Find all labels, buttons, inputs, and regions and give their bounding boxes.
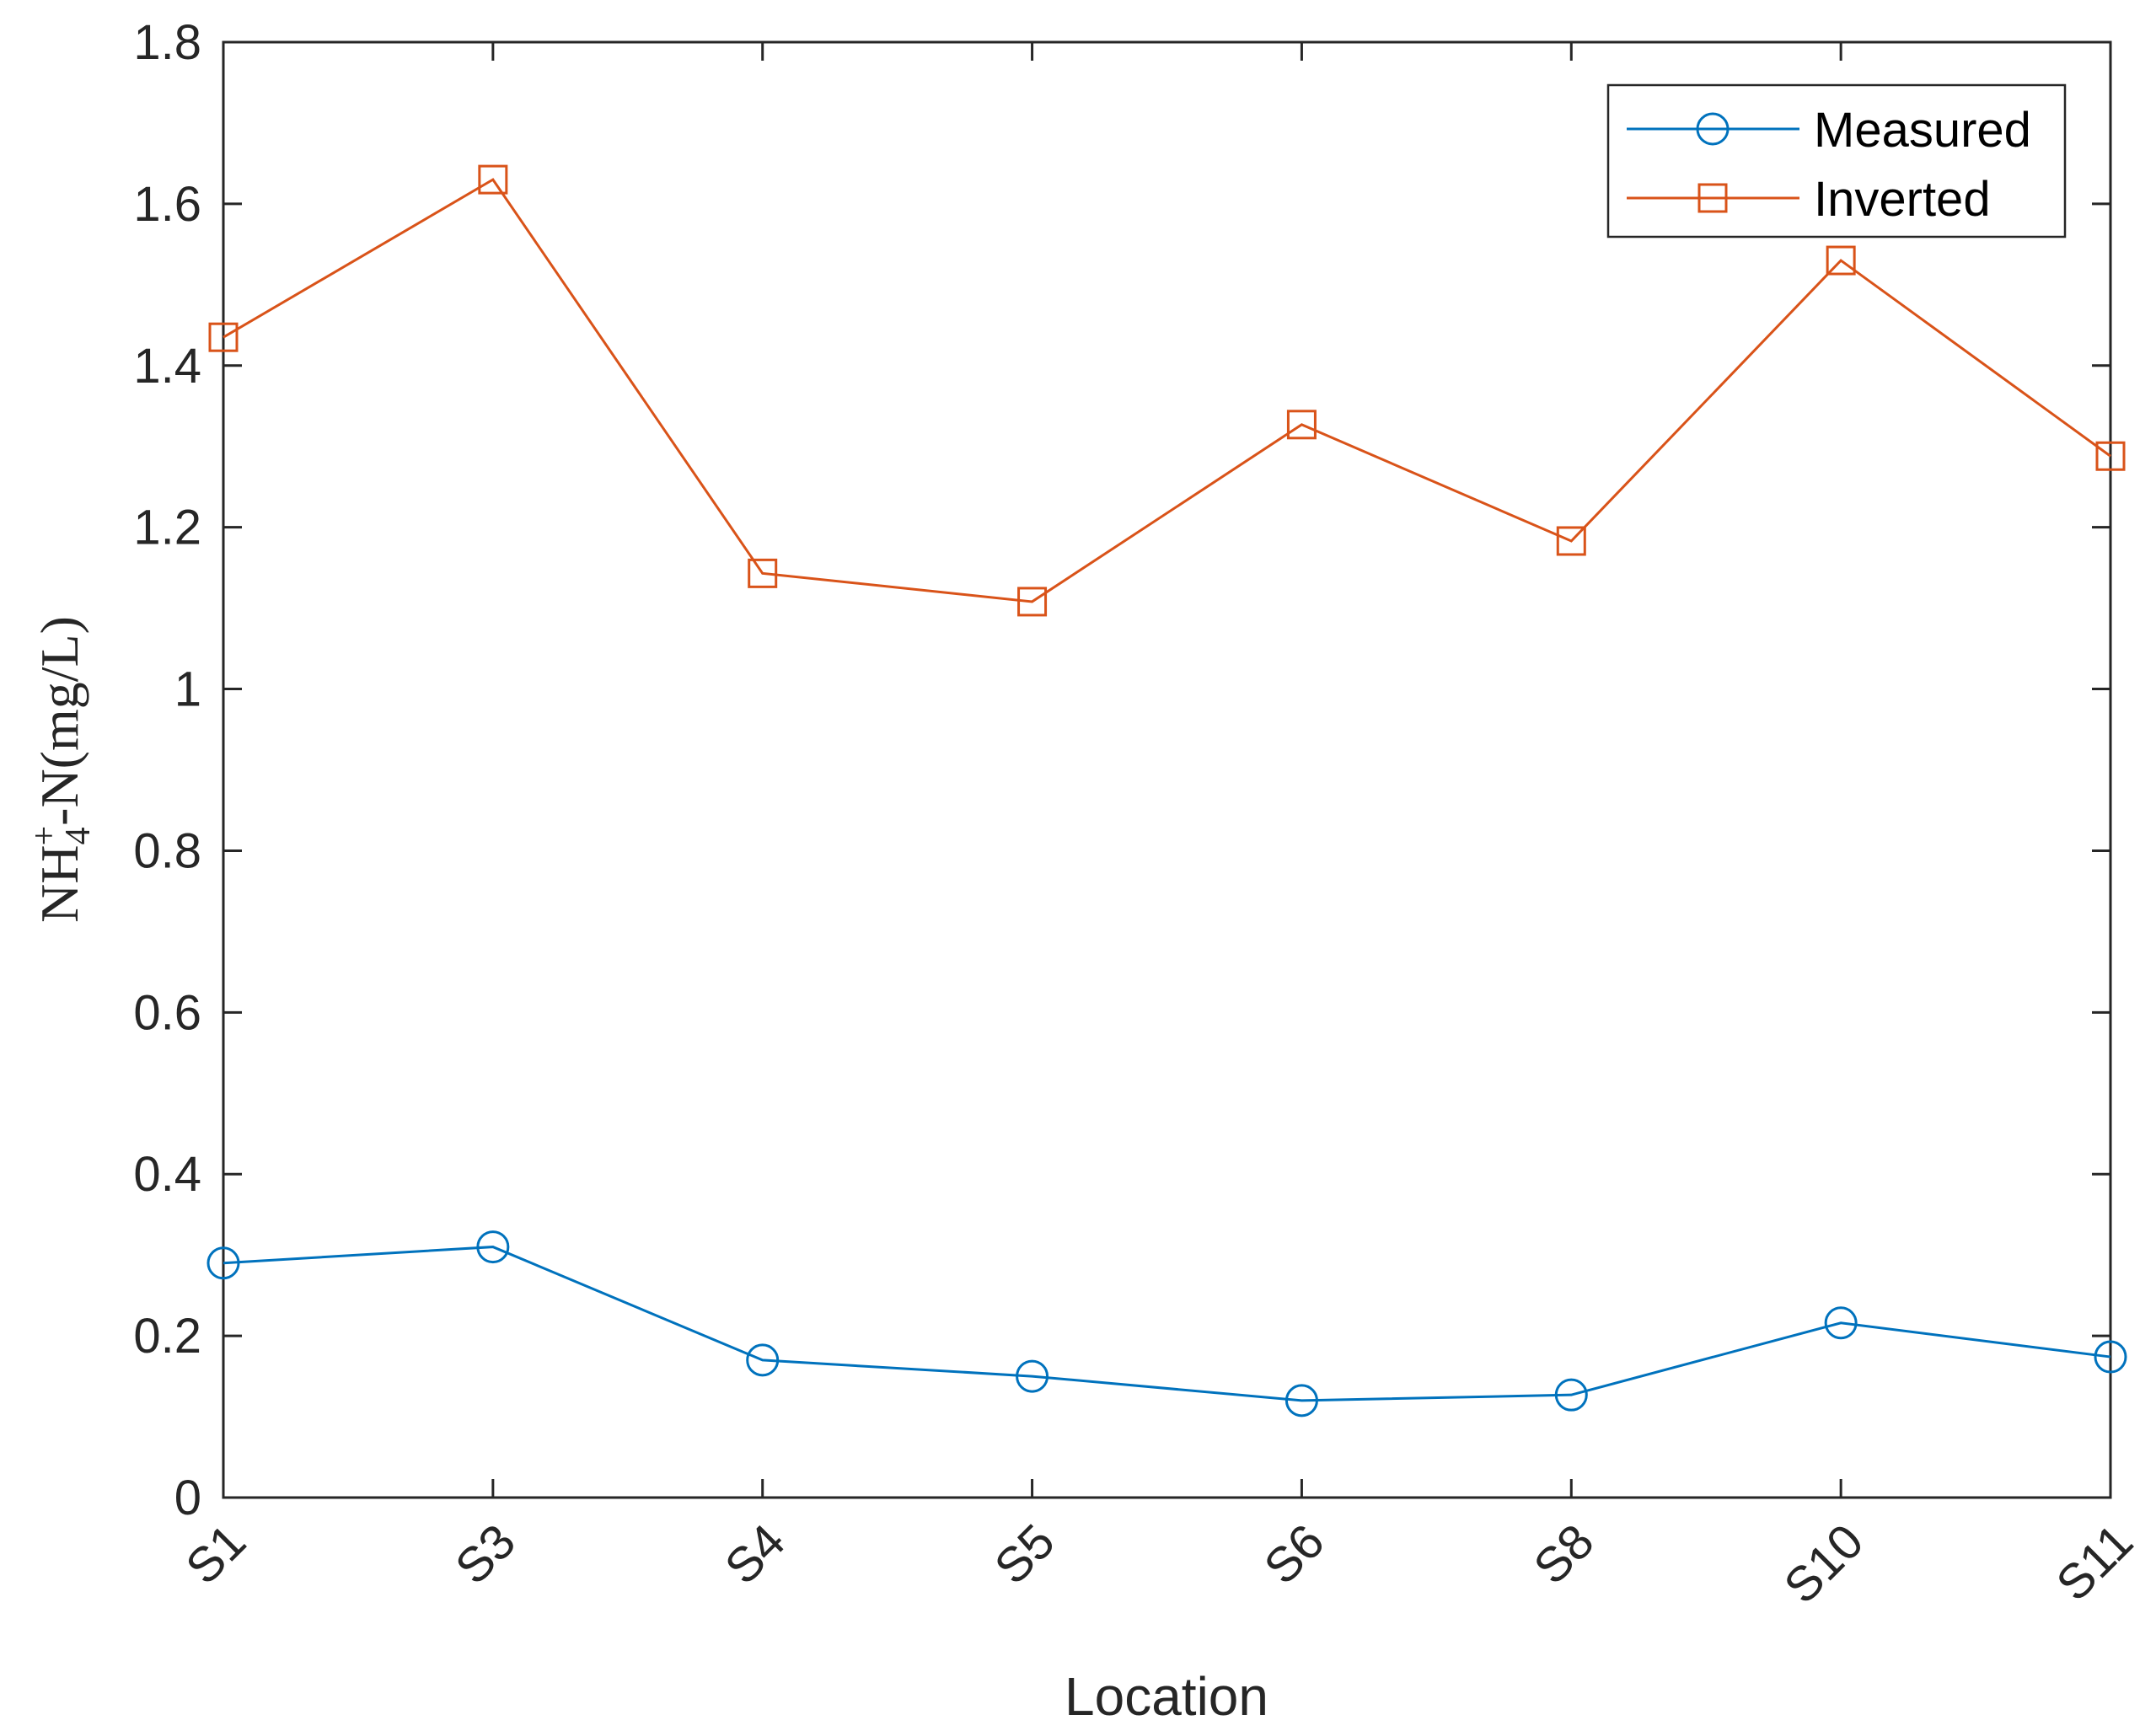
series-line-inverted <box>223 178 2111 603</box>
legend-label-inverted: Inverted <box>1814 172 1991 227</box>
legend: Measured Inverted <box>1606 83 2067 238</box>
y-axis-label-suffix: -N(mg/L) <box>29 616 89 826</box>
series-inverted <box>208 164 2126 617</box>
y-tick-label: 1.8 <box>133 15 201 70</box>
y-axis-label-prefix: NH <box>29 845 89 923</box>
plot-area <box>222 40 2112 1499</box>
x-tick-label: S6 <box>1253 1514 1334 1594</box>
x-axis-label: Location <box>1065 1666 1268 1727</box>
data-point-inverted <box>2095 441 2126 471</box>
data-point-inverted <box>208 322 239 352</box>
legend-label-measured: Measured <box>1814 103 2031 158</box>
y-axis-label-superscript: + <box>25 826 64 846</box>
y-axis-label-subscript: 4 <box>59 828 98 845</box>
data-point-measured <box>206 1246 240 1280</box>
y-tick-label: 0.2 <box>133 1309 201 1364</box>
data-point-inverted <box>1017 587 1048 617</box>
y-axis-label: NH4+-N(mg/L) <box>25 616 98 923</box>
legend-marker-inverted <box>1697 183 1728 213</box>
y-tick-label: 1 <box>174 662 201 717</box>
x-tick-label: S1 <box>175 1514 256 1594</box>
x-tick-label: S4 <box>715 1514 796 1594</box>
y-tick-labels: 0 0.2 0.4 0.6 0.8 1 1.2 1.4 1.6 1.8 <box>133 15 201 1525</box>
data-point-inverted <box>1286 410 1317 440</box>
y-tick-label: 0.8 <box>133 823 201 878</box>
data-point-inverted <box>1556 526 1586 556</box>
data-point-measured <box>1284 1384 1318 1417</box>
data-point-measured <box>1824 1306 1858 1340</box>
data-point-inverted <box>478 164 508 195</box>
axis-ticks <box>222 40 2112 1499</box>
y-tick-label: 1.2 <box>133 501 201 555</box>
y-tick-label: 0 <box>174 1471 201 1525</box>
x-tick-label: S10 <box>1773 1514 1874 1614</box>
legend-marker-measured <box>1696 112 1730 146</box>
data-point-measured <box>1016 1359 1049 1393</box>
y-tick-label: 1.4 <box>133 339 201 394</box>
data-point-measured <box>746 1343 780 1377</box>
legend-box <box>1606 83 2067 238</box>
x-tick-label: S11 <box>2046 1514 2143 1611</box>
x-tick-labels: S1 S3 S4 S5 S6 S8 S10 S11 <box>175 1514 2143 1614</box>
series-measured <box>206 1230 2127 1417</box>
data-point-inverted <box>748 558 778 588</box>
series-line-measured <box>223 1246 2111 1402</box>
y-tick-label: 0.4 <box>133 1147 201 1202</box>
x-tick-label: S3 <box>445 1514 526 1594</box>
data-point-measured <box>1554 1378 1588 1412</box>
data-point-measured <box>2094 1340 2127 1374</box>
data-point-inverted <box>1826 245 1856 276</box>
x-tick-label: S8 <box>1523 1514 1604 1594</box>
y-tick-label: 0.6 <box>133 985 201 1040</box>
x-tick-label: S5 <box>984 1514 1065 1594</box>
y-tick-label: 1.6 <box>133 177 201 232</box>
data-point-measured <box>476 1230 510 1264</box>
series-layer <box>206 164 2127 1417</box>
